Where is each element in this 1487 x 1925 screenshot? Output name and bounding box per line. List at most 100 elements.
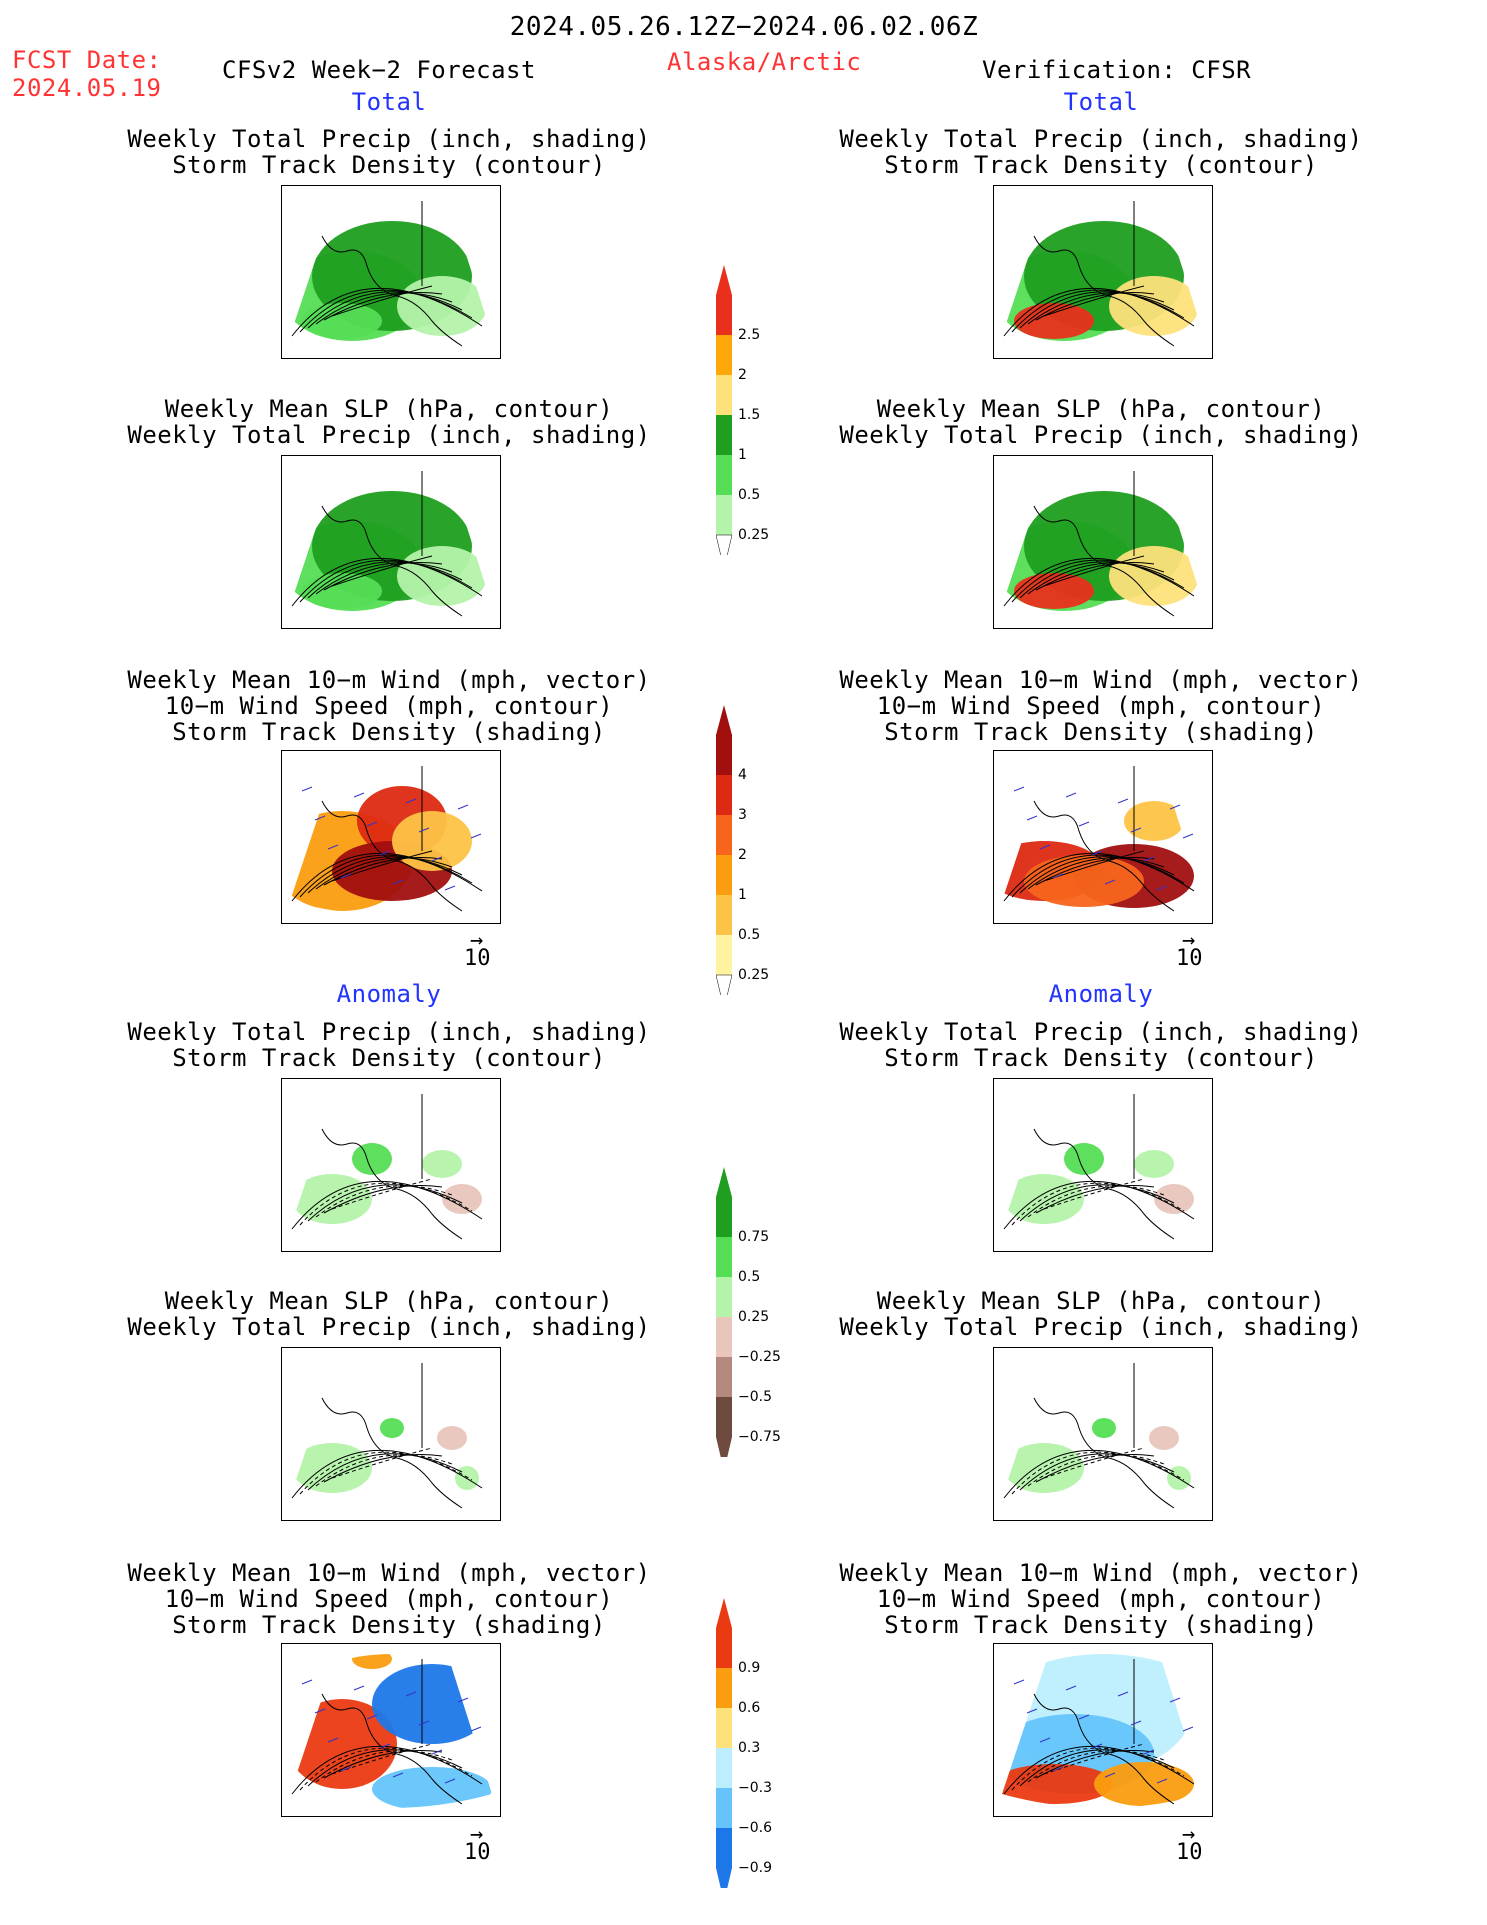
map-plot (994, 1644, 1212, 1816)
colorbar-swatch (716, 935, 732, 975)
map-panel (281, 750, 501, 924)
panel-caption-line: Weekly Total Precip (inch, shading) (127, 1313, 651, 1341)
vector-reference-arrow: → (470, 1822, 484, 1847)
vector-reference-arrow: → (1182, 928, 1196, 953)
colorbar-swatch (716, 495, 732, 535)
colorbar-swatch (716, 775, 732, 815)
map-plot (994, 1348, 1212, 1520)
colorbar-swatch (716, 375, 732, 415)
colorbar-swatch (716, 1277, 732, 1317)
map-plot (994, 186, 1212, 358)
colorbar-swatch (716, 1197, 732, 1237)
colorbar-tick-label: 0.25 (738, 527, 770, 543)
vector-reference-label: 10 (464, 946, 491, 971)
panel-caption-line: Weekly Mean 10−m Wind (mph, vector) (839, 1559, 1363, 1587)
panel-caption-line: Storm Track Density (shading) (884, 1611, 1318, 1639)
panel-caption-line: Weekly Total Precip (inch, shading) (127, 125, 651, 153)
panel-caption-line: Storm Track Density (contour) (172, 151, 606, 179)
vector-reference-label: 10 (464, 1840, 491, 1865)
colorbar-tick-label: −0.25 (738, 1349, 781, 1365)
colorbar-tick-label: 4 (738, 767, 747, 783)
panel-caption-line: Weekly Mean SLP (hPa, contour) (164, 1287, 614, 1315)
colorbar-tick-label: −0.6 (738, 1820, 772, 1836)
colorbar-tick-label: 0.9 (738, 1660, 761, 1676)
section-total-right: Total (1063, 88, 1139, 116)
colorbar-swatch (716, 1397, 732, 1437)
fcst-date-value: 2024.05.19 (12, 74, 162, 102)
colorbar-swatch (716, 1708, 732, 1748)
panel-caption-line: 10−m Wind Speed (mph, contour) (876, 1585, 1326, 1613)
map-panel (281, 455, 501, 629)
section-total-left: Total (351, 88, 427, 116)
map-panel (281, 185, 501, 359)
panel-caption-line: 10−m Wind Speed (mph, contour) (164, 692, 614, 720)
colorbar-precip_total: 2.5 2 1.5 1 0.5 0.25 (715, 265, 786, 570)
map-plot (994, 751, 1212, 923)
map-panel (993, 1078, 1213, 1252)
colorbar-tick-label: 0.5 (738, 487, 761, 503)
colorbar-storm_anom: 0.9 0.6 0.3 −0.3 −0.6 −0.9 (716, 1598, 786, 1902)
fcst-date-label: FCST Date: (12, 46, 162, 74)
colorbar-swatch (716, 815, 732, 855)
colorbar-tick-label: 2.5 (738, 327, 761, 343)
colorbar-swatch (716, 1828, 732, 1868)
colorbar-tick-label: 0.75 (738, 1229, 770, 1245)
map-panel (993, 1347, 1213, 1521)
map-panel (993, 1643, 1213, 1817)
colorbar-tick-label: 1 (738, 447, 747, 463)
colorbar-swatch (716, 855, 732, 895)
period-title: 2024.05.26.12Z−2024.06.02.06Z (509, 12, 979, 42)
panel-caption-line: 10−m Wind Speed (mph, contour) (164, 1585, 614, 1613)
colorbar-swatch (716, 455, 732, 495)
panel-caption-line: Weekly Mean SLP (hPa, contour) (164, 395, 614, 423)
map-plot (994, 1079, 1212, 1251)
colorbar-storm_total: 4 3 2 1 0.5 0.25 (715, 705, 786, 1010)
colorbar-swatch (716, 1748, 732, 1788)
panel-caption-line: Storm Track Density (shading) (172, 718, 606, 746)
map-panel (281, 1347, 501, 1521)
forecast-title: CFSv2 Week−2 Forecast (222, 56, 536, 84)
panel-caption-line: Weekly Mean 10−m Wind (mph, vector) (127, 666, 651, 694)
panel-caption-line: Storm Track Density (shading) (884, 718, 1318, 746)
region-title: Alaska/Arctic (667, 48, 862, 76)
vector-reference-label: 10 (1176, 946, 1203, 971)
colorbar-tick-label: −0.5 (738, 1389, 772, 1405)
colorbar-tick-label: −0.3 (738, 1780, 772, 1796)
panel-caption-line: Storm Track Density (contour) (884, 151, 1318, 179)
panel-caption-line: Storm Track Density (shading) (172, 1611, 606, 1639)
vector-reference-arrow: → (470, 928, 484, 953)
vector-reference-arrow: → (1182, 1822, 1196, 1847)
colorbar-tick-label: 1.5 (738, 407, 761, 423)
section-anomaly-right: Anomaly (1048, 980, 1154, 1008)
colorbar-tick-label: −0.75 (738, 1429, 781, 1445)
map-panel (281, 1643, 501, 1817)
panel-caption-line: Weekly Total Precip (inch, shading) (839, 1018, 1363, 1046)
panel-caption-line: Weekly Mean SLP (hPa, contour) (876, 395, 1326, 423)
colorbar-tick-label: 0.25 (738, 1309, 770, 1325)
map-plot (282, 186, 500, 358)
map-plot (282, 751, 500, 923)
panel-caption-line: 10−m Wind Speed (mph, contour) (876, 692, 1326, 720)
colorbar-tick-label: 3 (738, 807, 747, 823)
panel-caption-line: Weekly Mean SLP (hPa, contour) (876, 1287, 1326, 1315)
colorbar-tick-label: 0.5 (738, 927, 761, 943)
map-plot (282, 1348, 500, 1520)
map-panel (993, 455, 1213, 629)
colorbar-tick-label: 2 (738, 847, 747, 863)
map-plot (994, 456, 1212, 628)
panel-caption-line: Weekly Total Precip (inch, shading) (839, 1313, 1363, 1341)
colorbar-swatch (716, 1317, 732, 1357)
map-plot (282, 456, 500, 628)
map-panel (993, 750, 1213, 924)
map-plot (282, 1079, 500, 1251)
colorbar-swatch (716, 895, 732, 935)
colorbar-tick-label: 1 (738, 887, 747, 903)
colorbar-swatch (716, 1788, 732, 1828)
panel-caption-line: Weekly Total Precip (inch, shading) (839, 421, 1363, 449)
colorbar-tick-label: 0.6 (738, 1700, 761, 1716)
colorbar-tick-label: 2 (738, 367, 747, 383)
panel-caption-line: Weekly Total Precip (inch, shading) (127, 1018, 651, 1046)
map-plot (282, 1644, 500, 1816)
verification-title: Verification: CFSR (982, 56, 1252, 84)
map-panel (281, 1078, 501, 1252)
